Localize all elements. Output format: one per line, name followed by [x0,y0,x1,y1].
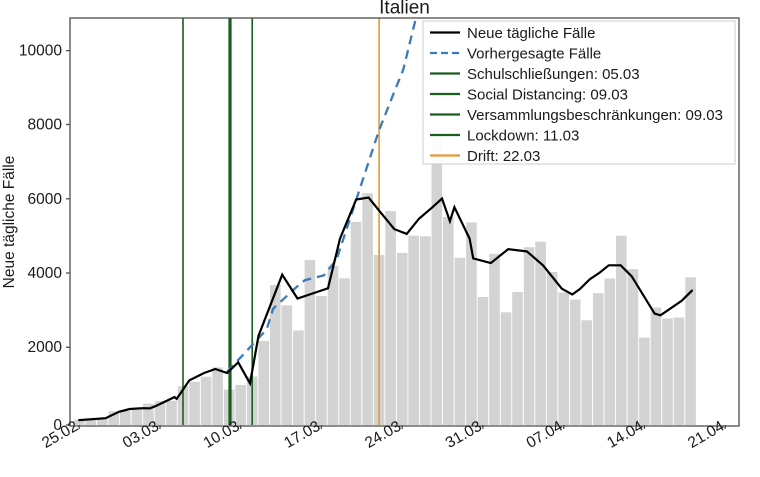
svg-text:4000: 4000 [28,265,63,282]
svg-text:Drift: 22.03: Drift: 22.03 [467,148,540,165]
svg-text:Vorhergesagte Fälle: Vorhergesagte Fälle [467,46,601,63]
svg-text:Neue tägliche Fälle: Neue tägliche Fälle [1,156,18,289]
svg-text:8000: 8000 [28,117,63,134]
svg-text:2000: 2000 [28,339,63,356]
svg-text:Social Distancing: 09.03: Social Distancing: 09.03 [467,87,628,104]
svg-text:6000: 6000 [28,191,63,208]
svg-text:Lockdown: 11.03: Lockdown: 11.03 [467,128,579,145]
svg-text:10000: 10000 [19,43,62,60]
svg-text:Neue tägliche Fälle: Neue tägliche Fälle [467,25,595,42]
svg-text:Italien: Italien [379,0,430,19]
svg-text:Schulschließungen: 05.03: Schulschließungen: 05.03 [467,66,640,83]
svg-text:Versammlungsbeschränkungen: 09: Versammlungsbeschränkungen: 09.03 [467,107,723,124]
